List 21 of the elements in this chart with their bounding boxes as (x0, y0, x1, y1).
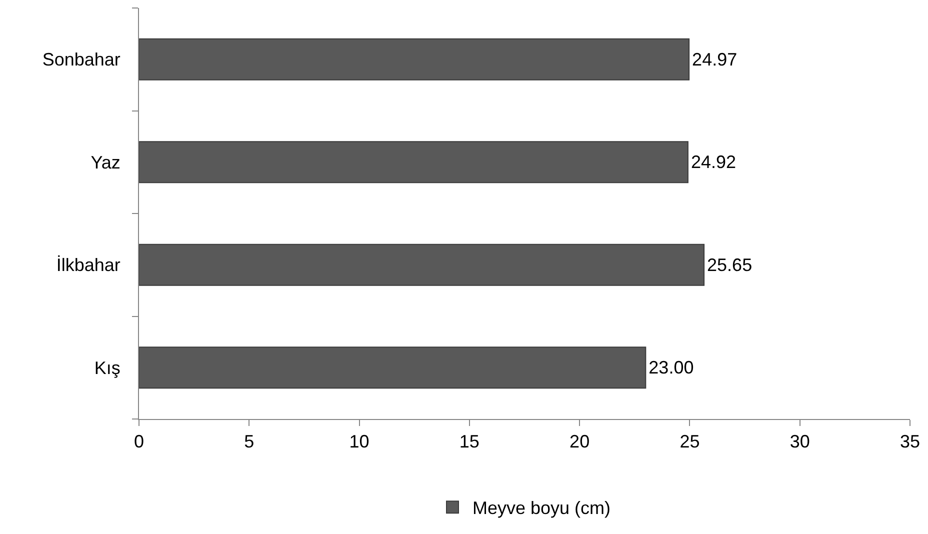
x-tick-label: 10 (349, 432, 370, 452)
data-label: 25.65 (707, 254, 752, 275)
data-label: 23.00 (648, 358, 694, 378)
y-tick-label: Kış (94, 358, 120, 378)
x-tick-label: 35 (900, 432, 920, 452)
y-tick-label: İlkbahar (56, 255, 120, 276)
x-tick-label: 20 (570, 432, 590, 452)
legend-label: Meyve boyu (cm) (472, 498, 611, 518)
bar (139, 346, 646, 389)
y-tick-label: Sonbahar (42, 50, 120, 70)
bar (139, 244, 705, 286)
data-label: 24.97 (692, 49, 738, 70)
x-tick-label: 25 (680, 432, 700, 452)
x-tick-label: 0 (134, 432, 144, 452)
x-tick-label: 5 (244, 432, 254, 452)
x-tick-label: 30 (790, 432, 810, 452)
y-tick-label: Yaz (90, 152, 120, 172)
bar (139, 38, 690, 80)
data-label: 24.92 (690, 152, 736, 172)
bar (139, 141, 688, 184)
x-tick-label: 15 (459, 432, 480, 452)
